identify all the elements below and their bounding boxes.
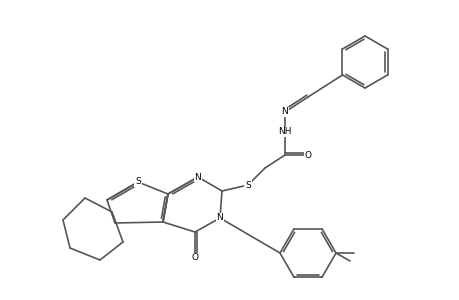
Text: O: O: [304, 151, 311, 160]
Text: N: N: [281, 107, 288, 116]
Text: N: N: [216, 214, 223, 223]
Text: N: N: [194, 172, 201, 182]
Text: O: O: [191, 254, 198, 262]
Text: NH: NH: [278, 128, 291, 136]
Text: S: S: [245, 181, 250, 190]
Text: S: S: [135, 178, 140, 187]
